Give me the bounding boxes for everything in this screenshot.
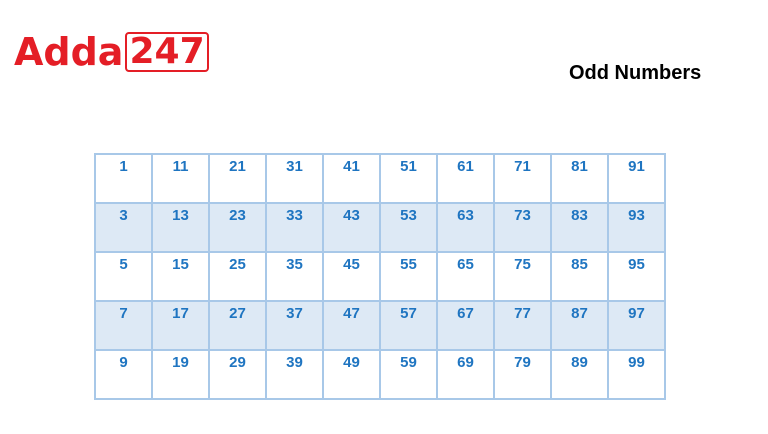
table-row: 1 11 21 31 41 51 61 71 81 91 — [94, 153, 666, 204]
number-cell: 81 — [550, 153, 609, 204]
number-cell: 19 — [151, 349, 210, 400]
number-cell: 49 — [322, 349, 381, 400]
number-cell: 27 — [208, 300, 267, 351]
number-cell: 57 — [379, 300, 438, 351]
number-cell: 13 — [151, 202, 210, 253]
number-cell: 51 — [379, 153, 438, 204]
number-cell: 63 — [436, 202, 495, 253]
number-cell: 35 — [265, 251, 324, 302]
number-cell: 59 — [379, 349, 438, 400]
odd-numbers-table: 1 11 21 31 41 51 61 71 81 91 3 13 23 33 43 53 63 73 83 93 5 1… — [94, 153, 666, 400]
number-cell: 93 — [607, 202, 666, 253]
number-cell: 21 — [208, 153, 267, 204]
number-cell: 7 — [94, 300, 153, 351]
number-cell: 9 — [94, 349, 153, 400]
number-cell: 69 — [436, 349, 495, 400]
number-cell: 41 — [322, 153, 381, 204]
table-row: 5 15 25 35 45 55 65 75 85 95 — [94, 251, 666, 302]
number-cell: 55 — [379, 251, 438, 302]
table-row: 7 17 27 37 47 57 67 77 87 97 — [94, 300, 666, 351]
number-cell: 95 — [607, 251, 666, 302]
table-row: 9 19 29 39 49 59 69 79 89 99 — [94, 349, 666, 400]
number-cell: 15 — [151, 251, 210, 302]
logo-text: Adda — [14, 30, 124, 74]
adda247-logo[interactable]: Adda 247 — [14, 32, 209, 72]
number-cell: 71 — [493, 153, 552, 204]
number-cell: 83 — [550, 202, 609, 253]
number-cell: 17 — [151, 300, 210, 351]
number-cell: 37 — [265, 300, 324, 351]
number-cell: 25 — [208, 251, 267, 302]
number-cell: 43 — [322, 202, 381, 253]
table-row: 3 13 23 33 43 53 63 73 83 93 — [94, 202, 666, 253]
number-cell: 5 — [94, 251, 153, 302]
number-cell: 85 — [550, 251, 609, 302]
number-cell: 97 — [607, 300, 666, 351]
number-cell: 3 — [94, 202, 153, 253]
number-cell: 87 — [550, 300, 609, 351]
number-cell: 61 — [436, 153, 495, 204]
number-cell: 31 — [265, 153, 324, 204]
number-cell: 89 — [550, 349, 609, 400]
logo-badge: 247 — [125, 32, 209, 72]
number-cell: 47 — [322, 300, 381, 351]
number-cell: 45 — [322, 251, 381, 302]
number-cell: 33 — [265, 202, 324, 253]
number-cell: 67 — [436, 300, 495, 351]
number-cell: 65 — [436, 251, 495, 302]
number-cell: 99 — [607, 349, 666, 400]
number-cell: 11 — [151, 153, 210, 204]
number-cell: 23 — [208, 202, 267, 253]
number-cell: 77 — [493, 300, 552, 351]
page-title: Odd Numbers — [569, 62, 702, 84]
number-cell: 1 — [94, 153, 153, 204]
number-cell: 39 — [265, 349, 324, 400]
number-cell: 79 — [493, 349, 552, 400]
number-cell: 53 — [379, 202, 438, 253]
number-cell: 73 — [493, 202, 552, 253]
number-cell: 29 — [208, 349, 267, 400]
number-cell: 91 — [607, 153, 666, 204]
number-cell: 75 — [493, 251, 552, 302]
